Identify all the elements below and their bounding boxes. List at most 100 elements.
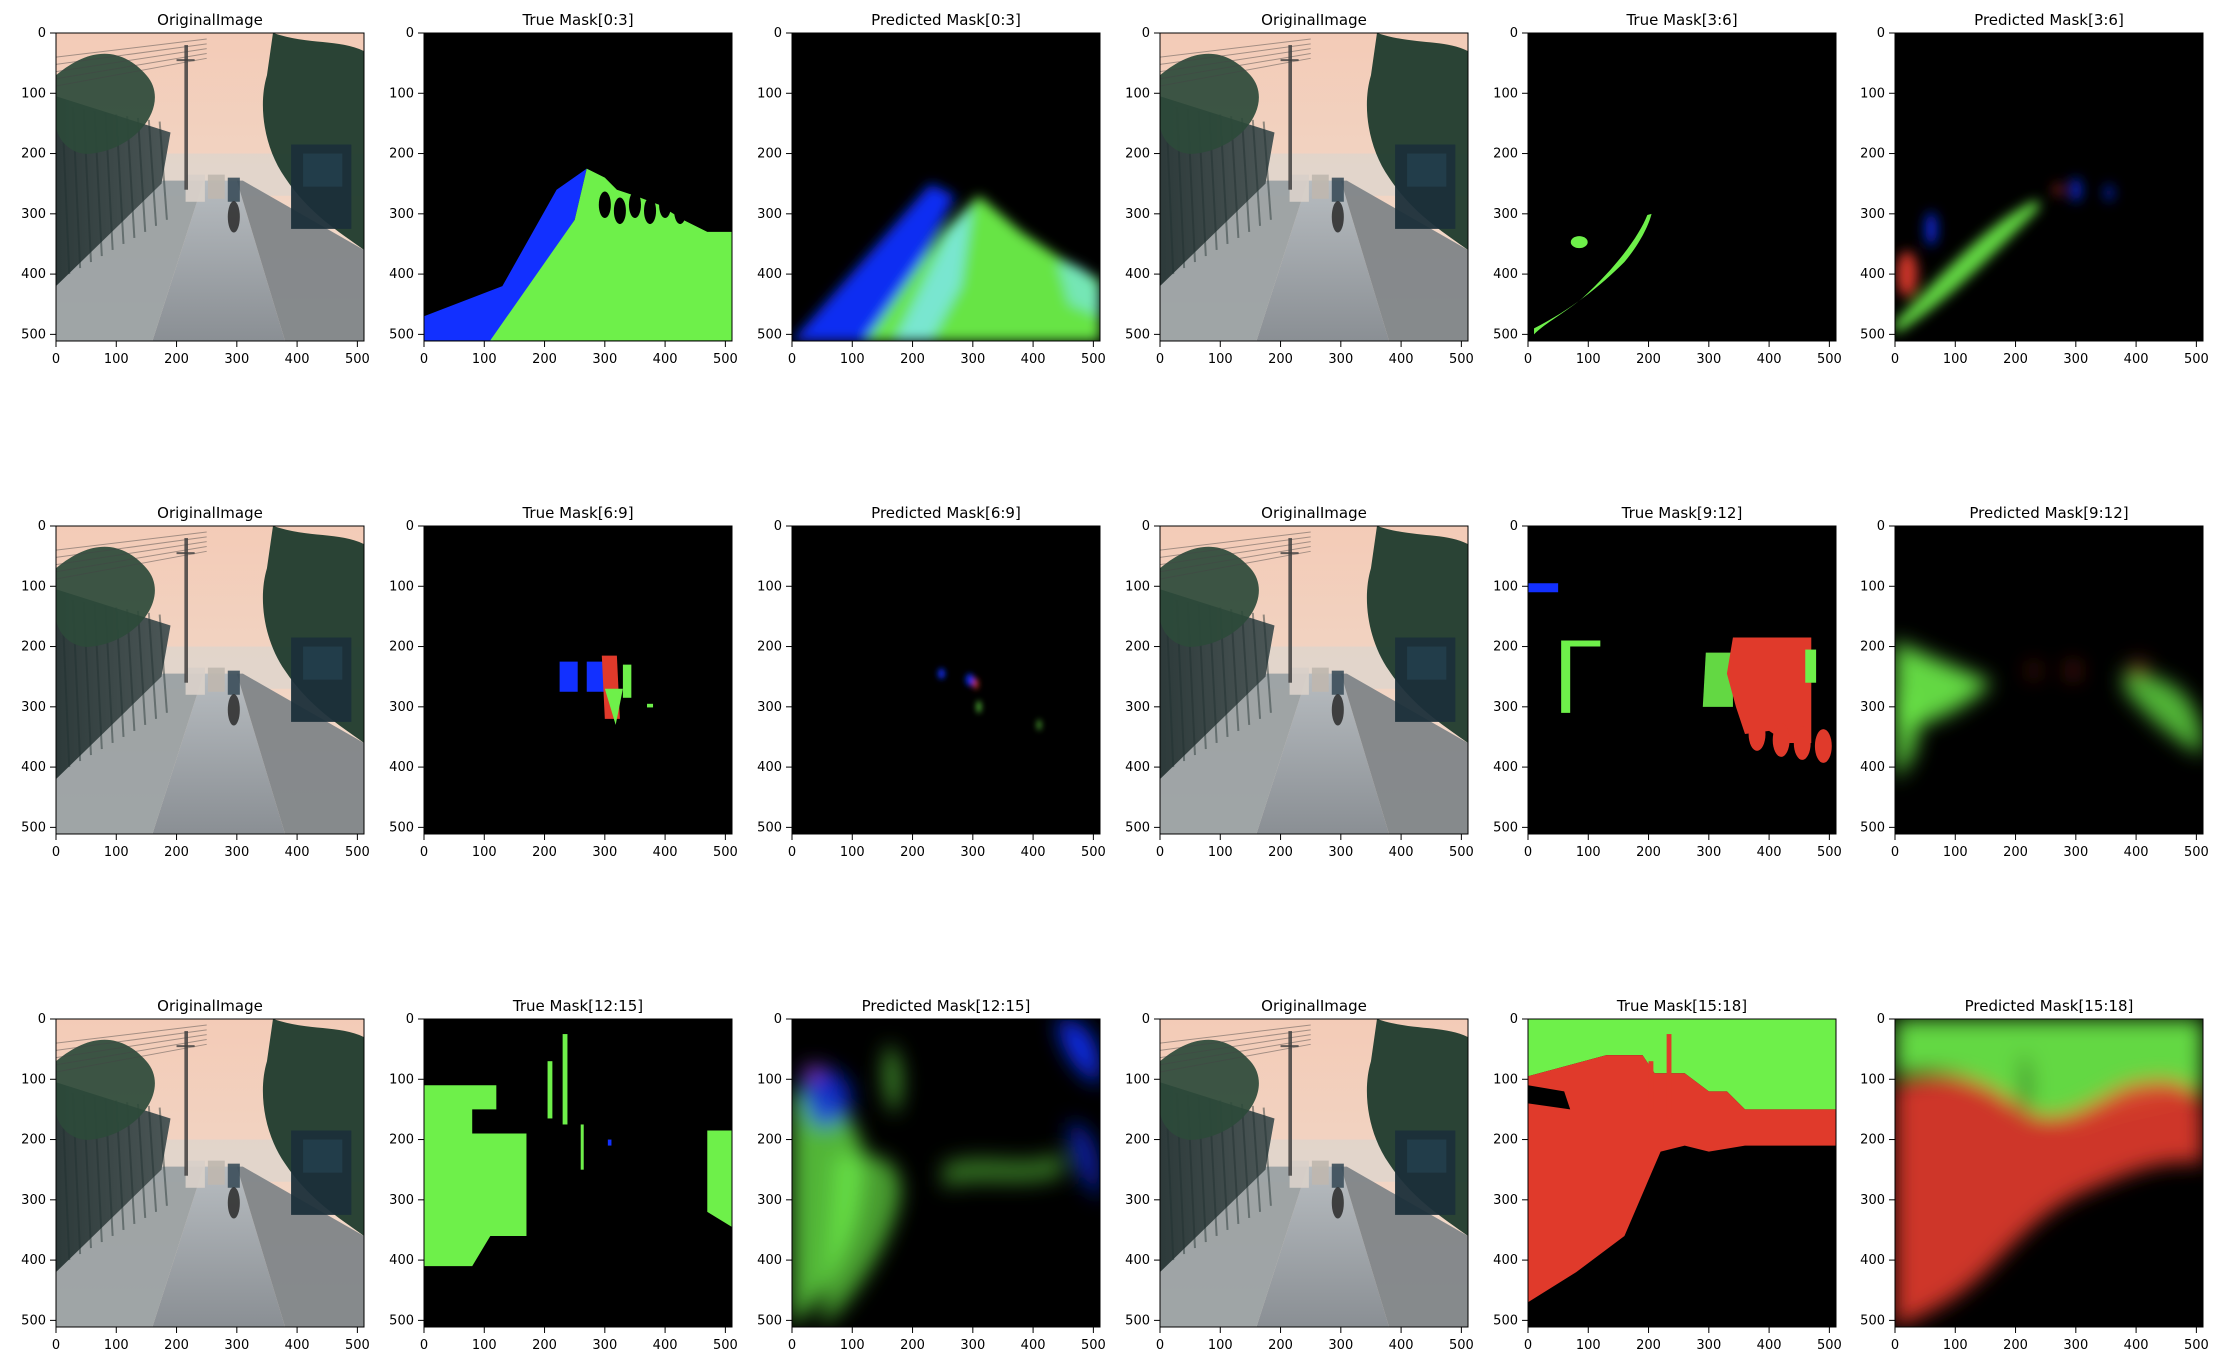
x-tick-label: 400: [1757, 352, 1782, 367]
x-tick-label: 400: [653, 352, 678, 367]
axes-frame: [423, 525, 733, 835]
y-tick-label: 100: [1125, 1072, 1150, 1087]
y-tick-label: 400: [21, 1253, 46, 1268]
original-image: [1160, 33, 1468, 341]
x-tick-label: 100: [1208, 845, 1233, 860]
panel: Predicted Mask[9:12] 0 100 200 300 400 500 0 100…: [1860, 504, 2209, 860]
x-tick-label: 500: [1449, 1338, 1474, 1353]
mask-image: [1528, 1019, 1836, 1327]
panel: True Mask[0:3] 0 100 200 300 400 500 0 100 200 300…: [389, 11, 738, 367]
x-tick-label: 400: [2124, 1338, 2149, 1353]
x-tick-label: 400: [1757, 845, 1782, 860]
y-tick-label: 300: [1125, 207, 1150, 222]
x-tick-label: 0: [788, 352, 796, 367]
x-tick-label: 200: [2003, 845, 2028, 860]
y-tick-label: 100: [757, 579, 782, 594]
original-image: [1160, 1019, 1468, 1327]
y-tick-label: 0: [1510, 1012, 1518, 1027]
mask-image: [424, 1019, 732, 1327]
y-tick-label: 400: [21, 760, 46, 775]
y-tick-label: 0: [1142, 1012, 1150, 1027]
x-tick-label: 200: [532, 845, 557, 860]
y-tick-label: 100: [389, 1072, 414, 1087]
y-tick-label: 100: [389, 579, 414, 594]
x-tick-label: 400: [1389, 1338, 1414, 1353]
y-tick-label: 0: [1142, 519, 1150, 534]
x-tick-label: 100: [840, 1338, 865, 1353]
panel-title: Predicted Mask[0:3]: [871, 11, 1021, 29]
x-tick-label: 500: [345, 845, 370, 860]
x-tick-label: 100: [104, 845, 129, 860]
x-tick-label: 500: [1817, 1338, 1842, 1353]
x-tick-label: 400: [285, 352, 310, 367]
panel-title: Predicted Mask[12:15]: [862, 997, 1031, 1015]
y-tick-label: 400: [1125, 760, 1150, 775]
x-tick-label: 400: [653, 1338, 678, 1353]
y-tick-label: 200: [21, 147, 46, 162]
x-tick-label: 300: [1696, 352, 1721, 367]
x-tick-label: 300: [1328, 1338, 1353, 1353]
y-tick-label: 100: [1860, 1072, 1885, 1087]
y-tick-label: 300: [757, 207, 782, 222]
y-tick-label: 500: [21, 820, 46, 835]
panel-title: True Mask[3:6]: [1625, 11, 1737, 29]
x-tick-label: 300: [960, 845, 985, 860]
y-tick-label: 400: [1493, 760, 1518, 775]
panel-title: True Mask[9:12]: [1621, 504, 1743, 522]
y-tick-label: 0: [406, 26, 414, 41]
y-tick-label: 200: [21, 640, 46, 655]
panel-title: Predicted Mask[6:9]: [871, 504, 1021, 522]
x-tick-label: 500: [1449, 845, 1474, 860]
y-tick-label: 300: [389, 700, 414, 715]
y-tick-label: 500: [1493, 820, 1518, 835]
x-tick-label: 300: [2063, 352, 2088, 367]
x-tick-label: 500: [2184, 1338, 2209, 1353]
y-tick-label: 100: [1493, 1072, 1518, 1087]
y-tick-label: 500: [1860, 820, 1885, 835]
x-tick-label: 100: [104, 352, 129, 367]
axes-frame: [423, 32, 733, 342]
y-tick-label: 200: [389, 640, 414, 655]
y-tick-label: 200: [1493, 640, 1518, 655]
y-tick-label: 300: [21, 700, 46, 715]
axes-frame: [791, 1018, 1101, 1328]
mask-image: [792, 1019, 1100, 1327]
x-tick-label: 0: [1891, 845, 1899, 860]
y-tick-label: 500: [757, 1313, 782, 1328]
y-tick-label: 300: [21, 207, 46, 222]
panel-title: True Mask[0:3]: [521, 11, 633, 29]
x-tick-label: 200: [1268, 1338, 1293, 1353]
y-tick-label: 200: [1125, 147, 1150, 162]
y-tick-label: 500: [1493, 1313, 1518, 1328]
axes-frame: [1894, 32, 2204, 342]
y-tick-label: 400: [1493, 1253, 1518, 1268]
y-tick-label: 100: [757, 1072, 782, 1087]
x-tick-label: 300: [592, 352, 617, 367]
y-tick-label: 300: [757, 1193, 782, 1208]
y-tick-label: 400: [1493, 267, 1518, 282]
y-tick-label: 500: [1493, 327, 1518, 342]
y-tick-label: 200: [1860, 1133, 1885, 1148]
x-tick-label: 100: [1943, 1338, 1968, 1353]
x-tick-label: 500: [713, 845, 738, 860]
panel-title: Predicted Mask[9:12]: [1969, 504, 2128, 522]
x-tick-label: 500: [2184, 845, 2209, 860]
y-tick-label: 100: [1860, 86, 1885, 101]
panel: True Mask[6:9] 0 100 200 300 400 500 0 100 200 300…: [389, 504, 738, 860]
y-tick-label: 400: [389, 267, 414, 282]
x-tick-label: 0: [1156, 845, 1164, 860]
x-tick-label: 200: [2003, 352, 2028, 367]
x-tick-label: 300: [2063, 1338, 2088, 1353]
axes-frame: [55, 1018, 365, 1328]
x-tick-label: 400: [285, 1338, 310, 1353]
axes-frame: [1894, 525, 2204, 835]
x-tick-label: 100: [1208, 1338, 1233, 1353]
x-tick-label: 300: [224, 845, 249, 860]
x-tick-label: 0: [1156, 1338, 1164, 1353]
panel: True Mask[9:12] 0 100 200 300 400 500 0 100 200 30…: [1493, 504, 1842, 860]
x-tick-label: 500: [713, 1338, 738, 1353]
panel: OriginalImage 0 100 200 300 400 500 0 100 200 300 4…: [1125, 504, 1474, 860]
x-tick-label: 300: [592, 845, 617, 860]
y-tick-label: 200: [757, 640, 782, 655]
x-tick-label: 100: [1943, 845, 1968, 860]
